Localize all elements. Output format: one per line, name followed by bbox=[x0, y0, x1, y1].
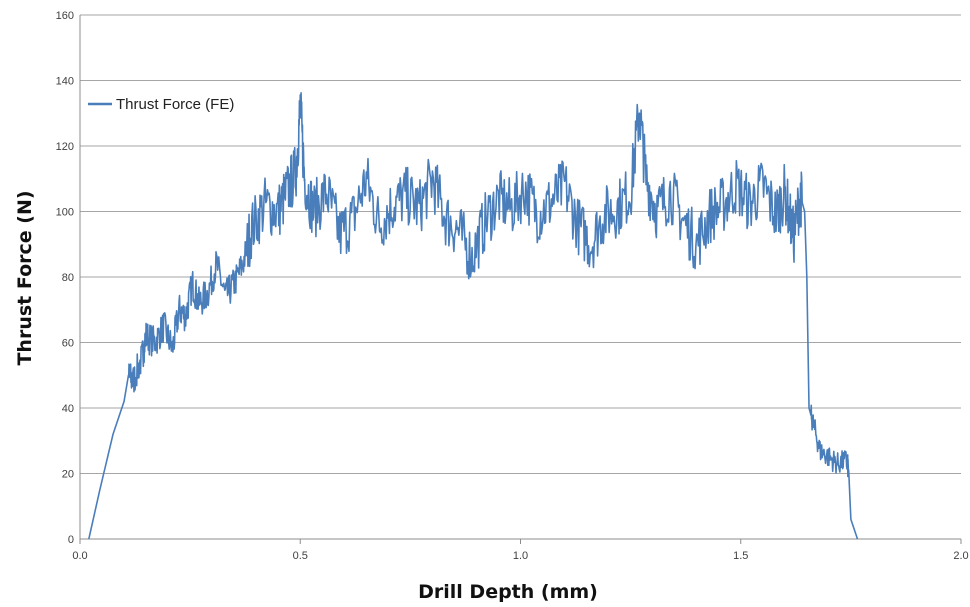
y-tick-label: 0 bbox=[68, 534, 74, 546]
y-tick-labels: 0 20 40 60 80 100 120 140 160 bbox=[56, 10, 74, 546]
x-axis-title: Drill Depth (mm) bbox=[418, 581, 598, 603]
y-tick-label: 100 bbox=[56, 207, 74, 219]
y-tick-label: 40 bbox=[62, 403, 74, 415]
y-tick-label: 160 bbox=[56, 10, 74, 22]
axes bbox=[79, 15, 962, 544]
y-tick-label: 140 bbox=[56, 76, 74, 88]
x-tick-label: 2.0 bbox=[953, 550, 968, 562]
series-line-0 bbox=[88, 91, 859, 540]
legend-label-thrust-force-fe: Thrust Force (FE) bbox=[116, 96, 234, 113]
series-lines bbox=[88, 91, 859, 540]
x-tick-label: 0.0 bbox=[72, 550, 87, 562]
y-tick-label: 20 bbox=[62, 469, 74, 481]
y-tick-label: 80 bbox=[62, 272, 74, 284]
x-tick-label: 0.5 bbox=[293, 550, 308, 562]
y-tick-label: 60 bbox=[62, 338, 74, 350]
y-axis-title: Thrust Force (N) bbox=[14, 190, 36, 365]
y-tick-label: 120 bbox=[56, 141, 74, 153]
legend: Thrust Force (FE) bbox=[88, 96, 234, 113]
x-tick-labels: 0.0 0.5 1.0 1.5 2.0 bbox=[72, 550, 968, 562]
x-tick-label: 1.0 bbox=[513, 550, 528, 562]
x-tick-label: 1.5 bbox=[733, 550, 748, 562]
